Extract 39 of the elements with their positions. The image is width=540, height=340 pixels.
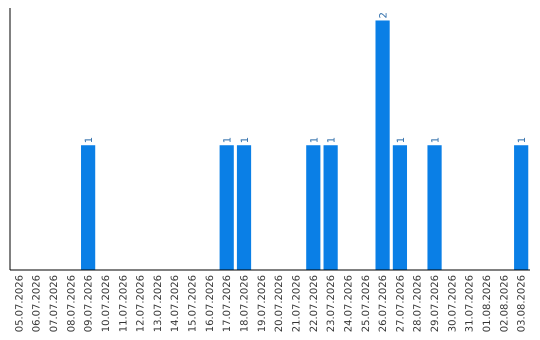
x-tick-label: 05.07.2026: [14, 275, 26, 332]
x-tick-label: 07.07.2026: [48, 275, 60, 332]
x-tick-label: 08.07.2026: [66, 275, 78, 332]
x-tick-label: 15.07.2026: [188, 275, 199, 332]
data-label: 1: [326, 136, 338, 144]
x-tick-label: 19.07.2026: [256, 275, 268, 332]
x-tick-label: 29.07.2026: [430, 275, 442, 332]
x-tick-label: 26.07.2026: [378, 275, 390, 332]
data-label: 1: [309, 136, 320, 144]
x-tick-label: 21.07.2026: [291, 275, 302, 332]
x-tick-label: 16.07.2026: [204, 275, 216, 332]
x-tick-label: 11.07.2026: [118, 275, 130, 332]
x-tick-label: 25.07.2026: [360, 275, 372, 332]
x-tick-label: 18.07.2026: [240, 275, 251, 332]
data-label: 2: [378, 12, 390, 18]
x-tick-label: 27.07.2026: [395, 275, 406, 332]
data-label: 1: [430, 136, 442, 144]
x-tick-label: 30.07.2026: [447, 275, 458, 332]
data-label: 1: [222, 136, 234, 144]
x-tick-label: 03.08.2026: [516, 275, 528, 332]
data-label: 1: [396, 136, 407, 144]
x-tick-label: 28.07.2026: [412, 275, 424, 332]
x-tick-label: 01.08.2026: [482, 275, 494, 332]
data-label: 1: [84, 136, 96, 144]
data-label: 1: [517, 136, 528, 144]
x-tick-label: 22.07.2026: [308, 275, 320, 332]
x-tick-label: 13.07.2026: [152, 275, 164, 332]
x-tick-label: 02.08.2026: [499, 275, 510, 332]
data-label: 1: [240, 136, 252, 144]
x-tick-label: 09.07.2026: [84, 275, 95, 332]
x-tick-label: 24.07.2026: [343, 275, 354, 332]
x-tick-label: 10.07.2026: [100, 275, 112, 332]
x-tick-label: 06.07.2026: [32, 275, 43, 332]
x-tick-label: 31.07.2026: [464, 275, 476, 332]
x-tick-label: 17.07.2026: [222, 275, 234, 332]
x-tick-label: 23.07.2026: [326, 275, 338, 332]
x-tick-label: 20.07.2026: [274, 275, 286, 332]
x-tick-label: 12.07.2026: [136, 275, 147, 332]
x-tick-label: 14.07.2026: [170, 275, 182, 332]
